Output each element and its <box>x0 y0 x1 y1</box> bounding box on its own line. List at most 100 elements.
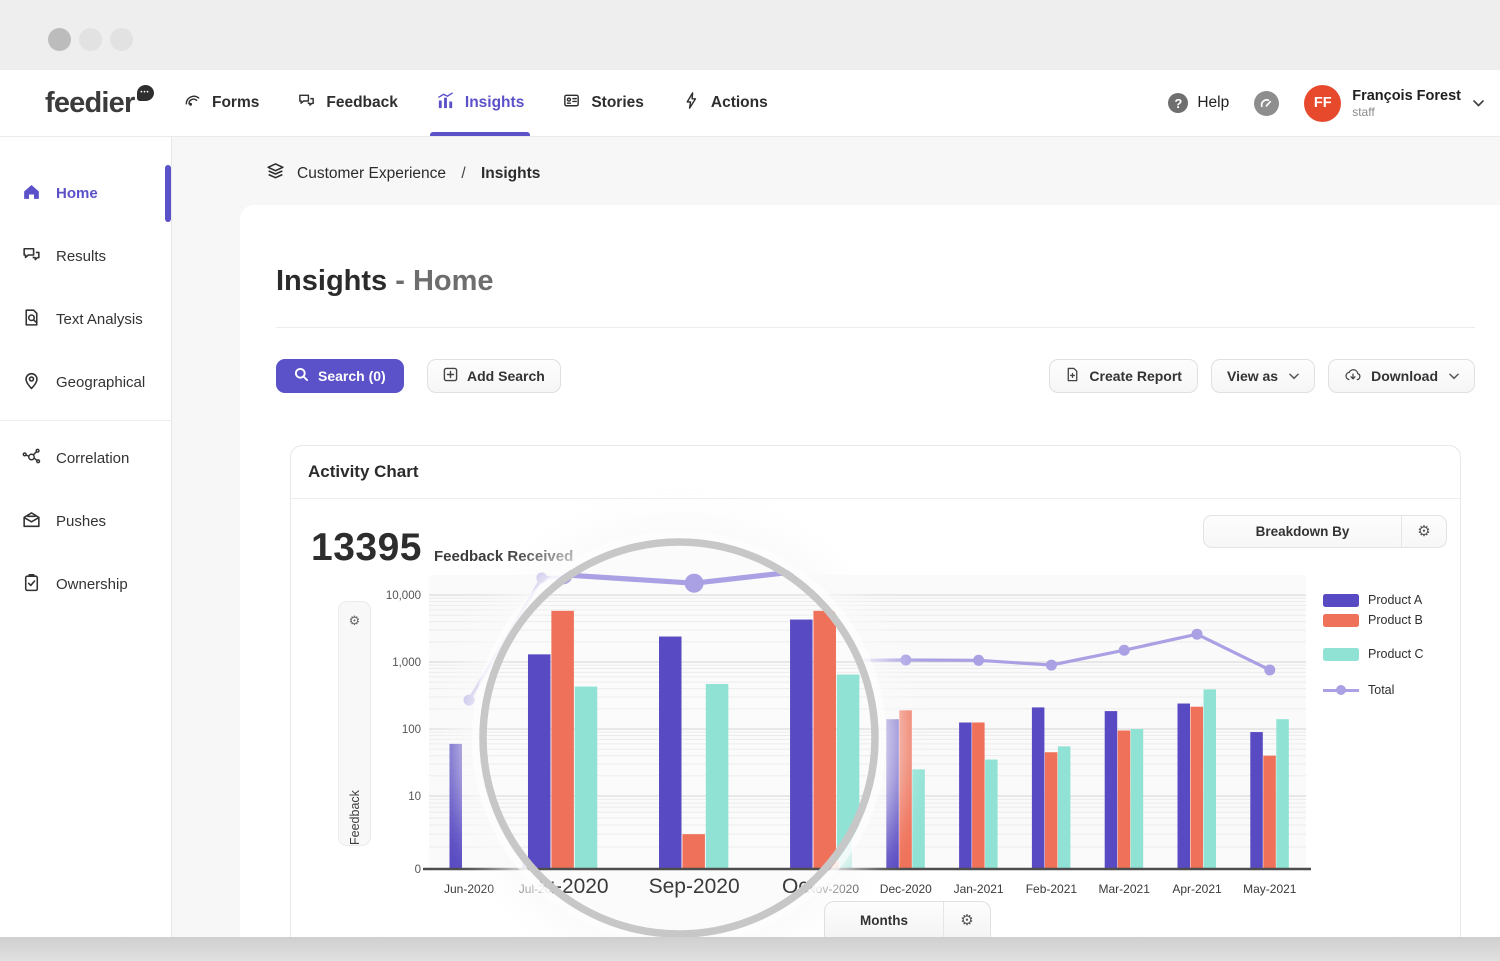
y-tick-label: 10,000 <box>386 590 421 602</box>
total-point <box>536 572 548 584</box>
title-divider <box>276 327 1475 328</box>
status-gauge-icon[interactable] <box>1254 90 1280 116</box>
sidebar-divider <box>0 420 171 421</box>
y-axis-title: Feedback <box>347 790 362 845</box>
user-name: François Forest <box>1352 87 1461 104</box>
sidebar-item-label: Pushes <box>56 513 107 530</box>
sidebar-item-text-analysis[interactable]: Text Analysis <box>0 288 171 351</box>
page-title: Insights - Home <box>276 265 494 297</box>
nav-feedback[interactable]: Feedback <box>297 70 398 136</box>
sidebar-item-home[interactable]: Home <box>0 162 171 225</box>
nav-label: Stories <box>591 94 644 111</box>
view-as-button[interactable]: View as <box>1210 359 1316 393</box>
y-tick-label: 1,000 <box>392 657 421 669</box>
total-point <box>900 654 912 666</box>
forms-icon <box>183 91 202 115</box>
x-tick-label: Mar-2021 <box>1099 882 1151 896</box>
logo-speech-bubble-icon: ••• <box>136 85 154 101</box>
sidebar-item-label: Results <box>56 248 107 265</box>
sidebar-item-label: Home <box>56 185 98 202</box>
help-icon: ? <box>1168 93 1189 113</box>
window-control-dot-2[interactable] <box>79 28 102 51</box>
cloud-download-icon <box>1344 368 1362 385</box>
legend-swatch-product-a <box>1323 593 1359 607</box>
sidebar-item-geographical[interactable]: Geographical <box>0 351 171 414</box>
map-pin-icon <box>21 370 42 395</box>
total-point <box>973 654 985 666</box>
create-report-button[interactable]: Create Report <box>1049 359 1198 393</box>
feedier-logo[interactable]: feedier ••• <box>45 83 154 123</box>
bar-product-c <box>912 769 925 869</box>
legend-label: Product B <box>1368 613 1423 627</box>
bar-product-c <box>1130 729 1144 869</box>
bar-product-a <box>790 619 813 869</box>
legend-item-product-c[interactable]: Product C <box>1323 647 1424 661</box>
nav-insights[interactable]: Insights <box>429 70 531 136</box>
legend-item-product-b[interactable]: Product B <box>1323 613 1423 627</box>
bar-product-b <box>682 834 705 869</box>
bar-product-a <box>959 722 972 869</box>
nav-stories[interactable]: Stories <box>562 70 644 136</box>
legend-item-total[interactable]: Total <box>1323 683 1394 697</box>
bar-product-a <box>1250 732 1263 869</box>
window-control-dot-1[interactable] <box>48 28 71 51</box>
window-control-dot-3[interactable] <box>110 28 133 51</box>
nav-label: Insights <box>464 94 525 111</box>
bar-product-c <box>1057 746 1071 869</box>
breakdown-settings-gear[interactable]: ⚙ <box>1401 516 1446 547</box>
sidebar-item-results[interactable]: Results <box>0 225 171 288</box>
view-as-label: View as <box>1226 368 1279 384</box>
x-tick-label: May-2021 <box>1243 882 1297 896</box>
bar-product-a <box>659 636 682 869</box>
download-button[interactable]: Download <box>1328 359 1475 393</box>
sidebar-item-pushes[interactable]: Pushes <box>0 490 171 553</box>
bar-product-b <box>551 610 574 869</box>
search-button[interactable]: Search (0) <box>276 359 404 393</box>
help-button[interactable]: ? Help <box>1168 93 1229 113</box>
network-icon <box>21 446 42 471</box>
sidebar-item-label: Text Analysis <box>56 311 143 328</box>
bar-product-a <box>886 719 899 869</box>
y-axis-settings-gear[interactable]: ⚙ <box>349 612 361 630</box>
nav-forms[interactable]: Forms <box>183 70 259 136</box>
results-icon <box>21 244 42 269</box>
feedback-count-metric: 13395 <box>311 526 422 569</box>
legend-swatch-total <box>1323 684 1359 697</box>
total-point <box>1118 644 1130 656</box>
legend-item-product-a[interactable]: Product A <box>1323 593 1422 607</box>
bar-product-c <box>1203 689 1216 869</box>
total-point <box>463 694 475 706</box>
document-search-icon <box>21 307 42 332</box>
active-tab-indicator <box>429 132 531 136</box>
bar-product-b <box>899 710 912 869</box>
breadcrumb-parent[interactable]: Customer Experience <box>297 165 447 182</box>
legend-label: Product C <box>1368 647 1424 661</box>
layers-icon <box>265 161 286 187</box>
chevron-down-icon <box>1473 94 1484 112</box>
total-point <box>1264 664 1276 676</box>
granularity-button[interactable]: Months ⚙ <box>824 901 991 938</box>
y-tick-label: 10 <box>408 791 421 803</box>
gear-icon: ⚙ <box>960 910 974 929</box>
granularity-settings-gear[interactable]: ⚙ <box>943 902 990 938</box>
sidebar: Home Results Text Analysis Geographical <box>0 136 172 937</box>
y-tick-label: 0 <box>415 864 421 876</box>
chevron-down-icon <box>1289 373 1299 380</box>
legend-label: Total <box>1368 683 1395 697</box>
breakdown-by-button[interactable]: Breakdown By ⚙ <box>1203 515 1447 548</box>
sidebar-item-correlation[interactable]: Correlation <box>0 427 171 490</box>
bar-product-c <box>574 686 598 869</box>
x-tick-label: Sep-2020 <box>649 875 740 898</box>
sidebar-item-label: Ownership <box>56 576 128 593</box>
plus-square-icon <box>443 367 458 385</box>
nav-actions[interactable]: Actions <box>682 70 768 136</box>
bar-product-b <box>1263 755 1276 869</box>
magnifier-ring <box>479 538 879 938</box>
y-tick-label: 100 <box>402 724 421 736</box>
sidebar-item-ownership[interactable]: Ownership <box>0 553 171 616</box>
nav-label: Feedback <box>326 94 398 111</box>
user-menu[interactable]: FF François Forest staff <box>1304 84 1484 122</box>
window-titlebar <box>0 0 1500 70</box>
add-search-button[interactable]: Add Search <box>427 359 561 393</box>
clipboard-check-icon <box>21 572 42 597</box>
